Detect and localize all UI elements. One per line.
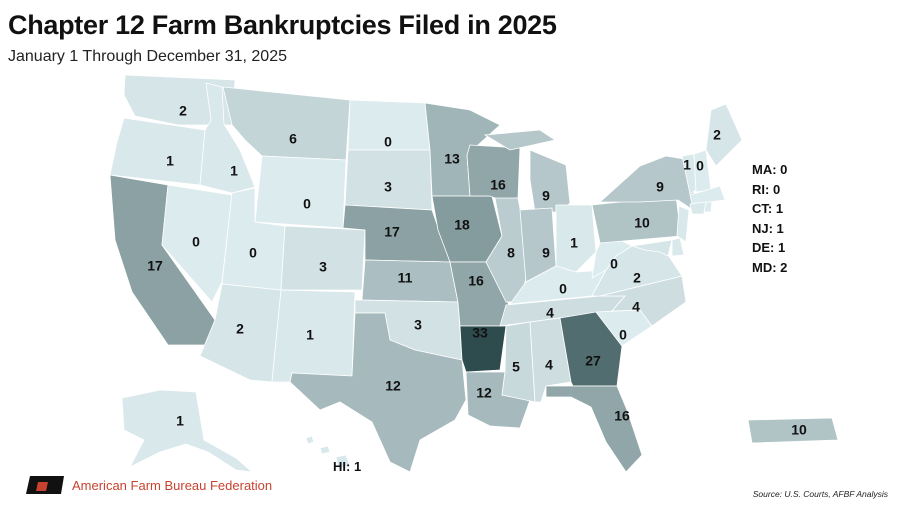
small-state-ri: RI: 0 <box>752 181 781 197</box>
state-ri <box>703 201 713 213</box>
state-oh <box>555 204 597 273</box>
small-state-de: DE: 1 <box>752 240 786 255</box>
state-value-wv: 0 <box>610 256 618 272</box>
state-me <box>705 103 743 167</box>
state-ma <box>689 185 726 205</box>
state-md <box>631 239 673 257</box>
state-value-or: 1 <box>166 153 174 169</box>
hawaii-label: HI: 1 <box>333 459 362 474</box>
state-value-ky: 0 <box>559 281 567 297</box>
state-mi <box>529 149 571 213</box>
state-mi <box>483 129 557 151</box>
state-value-nv: 0 <box>192 234 200 250</box>
state-mt <box>222 86 351 161</box>
state-value-nd: 0 <box>384 134 392 150</box>
state-de <box>671 237 685 257</box>
state-value-in: 9 <box>542 245 550 261</box>
state-co <box>280 225 366 291</box>
state-value-az: 2 <box>236 321 244 337</box>
small-state-ma: MA: 0 <box>752 162 788 177</box>
state-value-oh: 1 <box>570 235 578 251</box>
state-pr <box>747 417 839 444</box>
state-value-mn: 13 <box>444 151 460 167</box>
state-value-fl: 16 <box>614 408 630 424</box>
state-or <box>109 117 206 186</box>
state-hi <box>335 454 351 469</box>
state-value-al: 4 <box>545 357 553 373</box>
state-nv <box>161 184 233 303</box>
source-note: Source: U.S. Courts, AFBF Analysis <box>752 489 888 499</box>
state-value-sd: 3 <box>384 179 392 195</box>
state-value-nm: 1 <box>306 327 314 343</box>
state-value-ar: 33 <box>472 325 488 341</box>
state-value-mt: 6 <box>289 131 297 147</box>
state-value-nc: 4 <box>632 299 640 315</box>
state-nc <box>599 275 687 327</box>
small-state-md: MD: 2 <box>752 259 788 275</box>
state-value-tn: 4 <box>546 305 554 321</box>
state-value-wa: 2 <box>179 103 187 119</box>
state-value-pa: 10 <box>634 215 650 231</box>
state-value-mi: 9 <box>542 188 550 204</box>
state-value-vt: 1 <box>683 157 691 173</box>
state-value-ok: 3 <box>414 317 422 333</box>
state-value-tx: 12 <box>385 378 401 394</box>
state-value-wy: 0 <box>303 196 311 212</box>
state-value-ms: 5 <box>512 359 520 375</box>
state-value-ne: 17 <box>384 224 400 240</box>
state-value-va: 2 <box>633 270 641 286</box>
afbf-logo: American Farm Bureau Federation <box>26 476 272 494</box>
state-value-ca: 17 <box>147 258 163 274</box>
state-value-ut: 0 <box>249 245 257 261</box>
state-ct <box>689 201 707 215</box>
state-value-ak: 1 <box>176 413 184 429</box>
state-value-il: 8 <box>507 245 515 261</box>
state-value-ks: 11 <box>398 270 413 286</box>
state-value-me: 2 <box>713 127 721 143</box>
afbf-logo-mark-icon <box>26 476 64 494</box>
state-fl <box>545 385 643 473</box>
state-value-ia: 18 <box>454 217 470 233</box>
state-ar <box>459 325 507 373</box>
state-hi <box>319 445 331 455</box>
state-nj <box>676 205 690 243</box>
state-value-co: 3 <box>319 259 327 275</box>
state-tx <box>289 312 467 473</box>
state-value-pr: 10 <box>791 422 807 438</box>
small-state-ct: CT: 1 <box>752 201 784 216</box>
state-ak <box>121 389 254 473</box>
state-value-id: 1 <box>230 163 238 179</box>
page-subtitle: January 1 Through December 31, 2025 <box>8 48 287 65</box>
state-ms <box>501 321 536 403</box>
state-value-sc: 0 <box>619 327 627 343</box>
state-value-ga: 27 <box>585 353 601 369</box>
state-value-wi: 16 <box>490 177 506 193</box>
state-value-mo: 16 <box>468 273 484 289</box>
state-wy <box>254 155 347 229</box>
state-value-ny: 9 <box>656 179 664 195</box>
state-value-la: 12 <box>476 385 492 401</box>
page-title: Chapter 12 Farm Bankruptcies Filed in 20… <box>8 10 557 40</box>
organization-name: American Farm Bureau Federation <box>72 477 273 493</box>
state-id <box>199 82 256 194</box>
small-states-list: MA: 0 RI: 0 CT: 1 NJ: 1 DE: 1 MD: 2 <box>752 160 787 277</box>
state-value-nh: 0 <box>696 158 704 174</box>
state-hi <box>305 435 315 445</box>
small-state-nj: NJ: 1 <box>752 220 784 236</box>
